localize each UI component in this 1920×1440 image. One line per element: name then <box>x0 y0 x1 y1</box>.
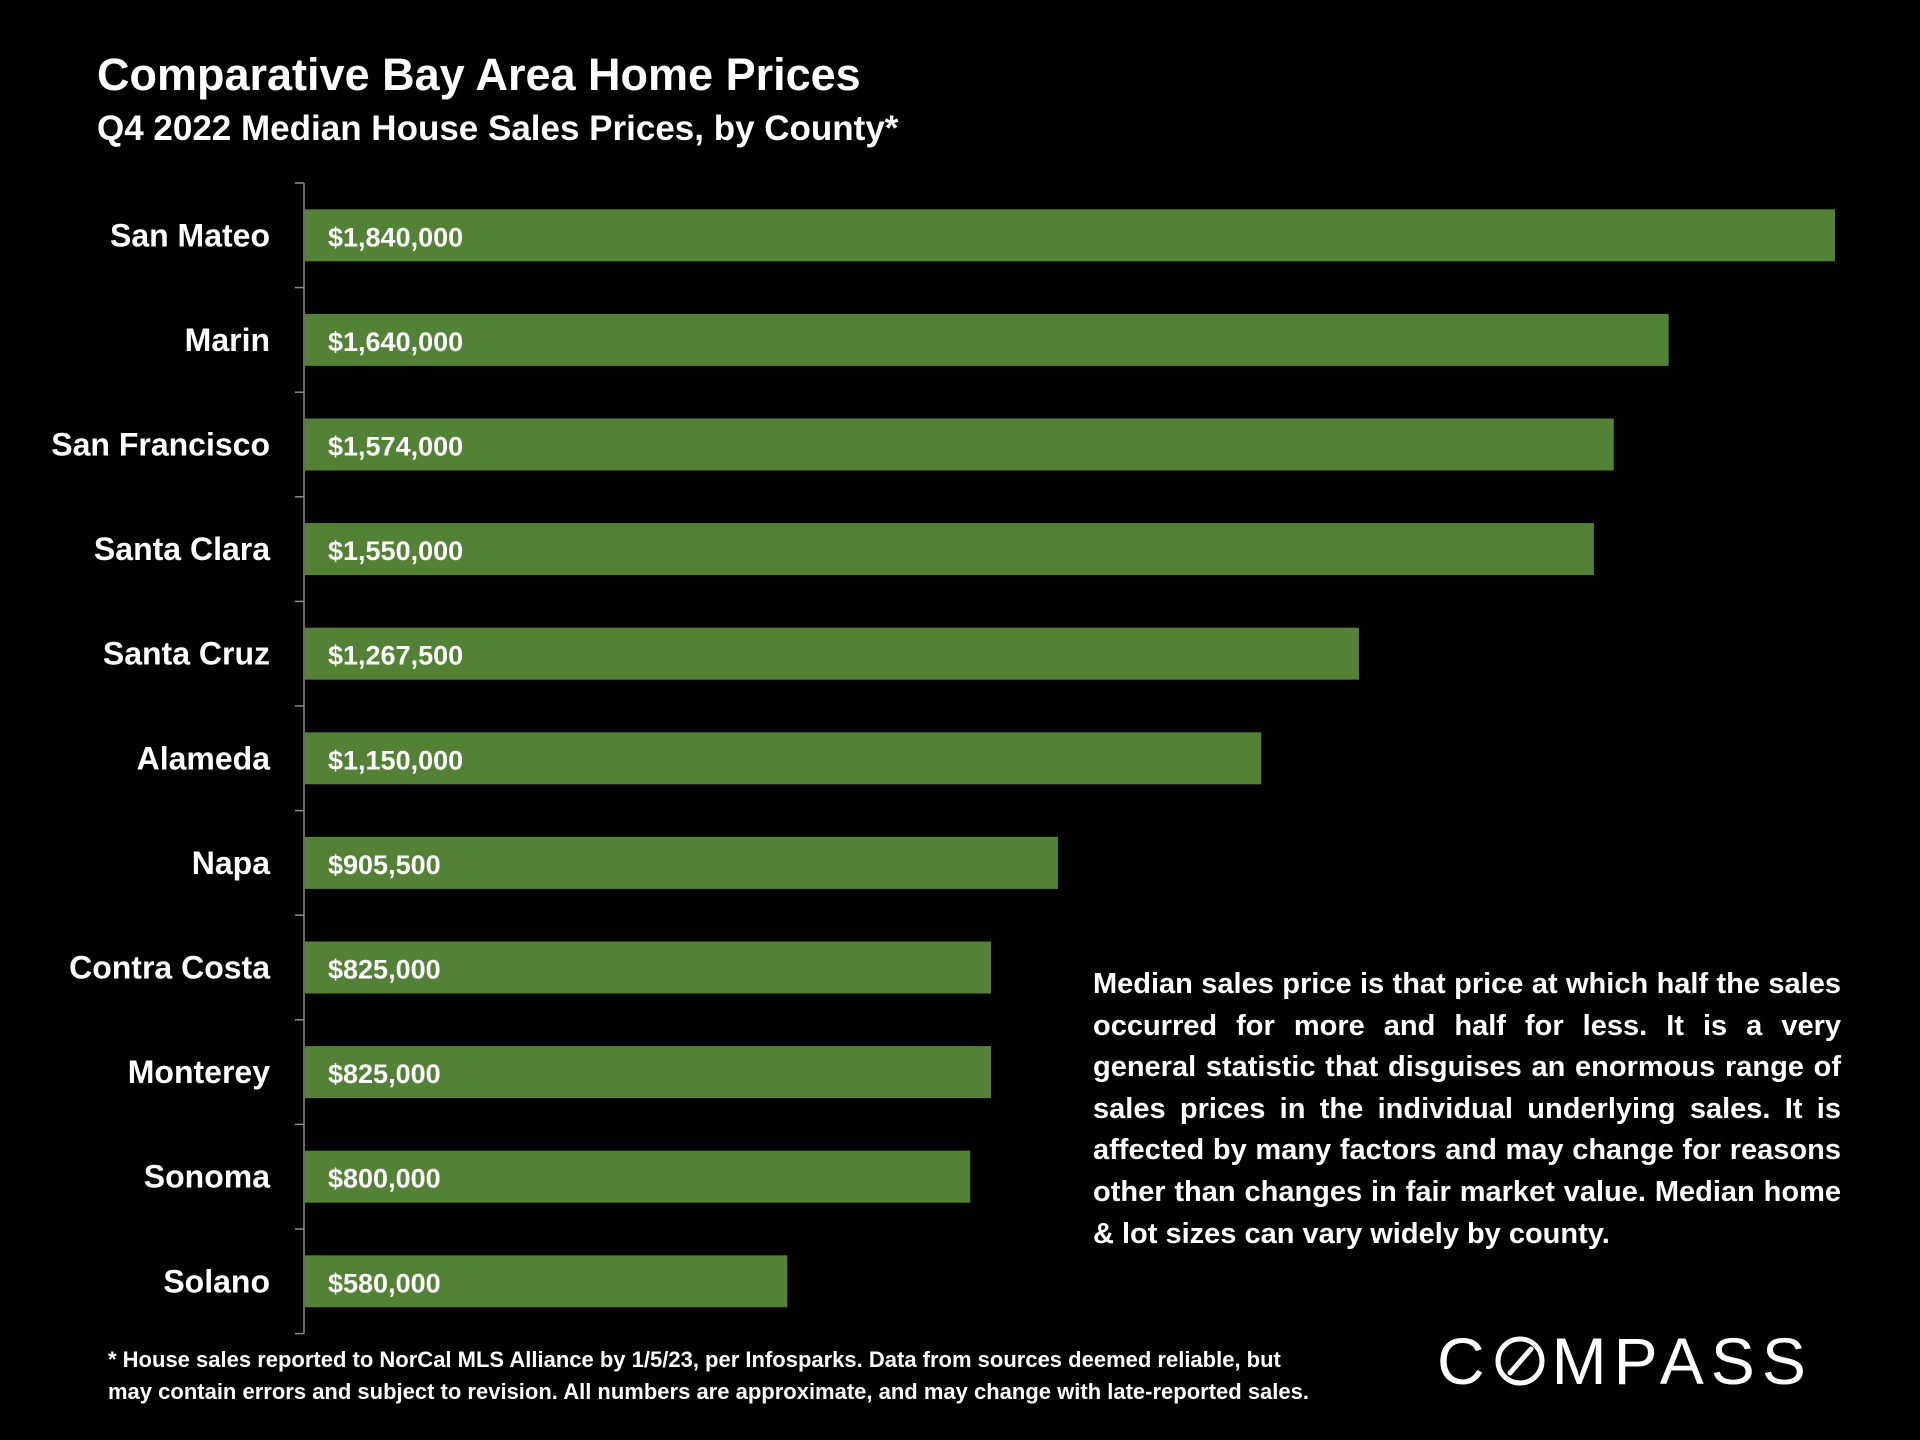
chart-title: Comparative Bay Area Home Prices <box>97 49 861 100</box>
data-label: $1,267,500 <box>328 641 463 671</box>
compass-logo: C MPASS <box>1437 1326 1813 1396</box>
bar-chart: San Mateo $1,840,000 Marin $1,640,000 San Fr… <box>51 182 1835 1335</box>
footnote-line-1: * House sales reported to NorCal MLS All… <box>108 1347 1281 1372</box>
category-label: Santa Clara <box>94 531 270 567</box>
data-label: $1,640,000 <box>328 327 463 357</box>
data-label: $800,000 <box>328 1164 441 1194</box>
bar-monterey <box>305 1046 992 1099</box>
category-label: Napa <box>192 845 270 881</box>
category-label: Sonoma <box>144 1159 270 1195</box>
bar-sonoma <box>305 1150 971 1203</box>
bar-san-mateo <box>305 209 1835 262</box>
bar-napa <box>305 836 1058 889</box>
data-label: $580,000 <box>328 1268 441 1298</box>
data-label: $905,500 <box>328 850 441 880</box>
bar-santa-clara <box>305 523 1594 576</box>
category-label: Alameda <box>137 740 271 776</box>
footnote-line-2: may contain errors and subject to revisi… <box>108 1379 1309 1404</box>
category-label: Solano <box>163 1263 270 1299</box>
bar-marin <box>305 313 1669 366</box>
compass-o-icon <box>1495 1336 1545 1386</box>
category-label: Marin <box>185 322 270 358</box>
bar-contra-costa <box>305 941 992 994</box>
category-label: Monterey <box>128 1054 270 1090</box>
bar-san-francisco <box>305 418 1614 471</box>
footnote: * House sales reported to NorCal MLS All… <box>108 1344 1408 1408</box>
data-label: $1,550,000 <box>328 536 463 566</box>
category-label: Contra Costa <box>69 950 270 986</box>
data-label: $1,150,000 <box>328 745 463 775</box>
data-label: $1,840,000 <box>328 222 463 252</box>
category-label: Santa Cruz <box>103 636 270 672</box>
category-label: San Francisco <box>51 427 270 463</box>
chart-subtitle: Q4 2022 Median House Sales Prices, by Co… <box>97 109 899 148</box>
bar-alameda <box>305 732 1262 785</box>
median-explanation-note: Median sales price is that price at whic… <box>1093 968 1841 1250</box>
data-label: $1,574,000 <box>328 432 463 462</box>
logo-text-end: MPASS <box>1551 1324 1813 1398</box>
logo-text-start: C <box>1437 1324 1492 1398</box>
bar-santa-cruz <box>305 627 1359 680</box>
data-label: $825,000 <box>328 1059 441 1089</box>
data-label: $825,000 <box>328 955 441 985</box>
category-label: San Mateo <box>110 217 270 253</box>
bar-solano <box>305 1255 788 1308</box>
